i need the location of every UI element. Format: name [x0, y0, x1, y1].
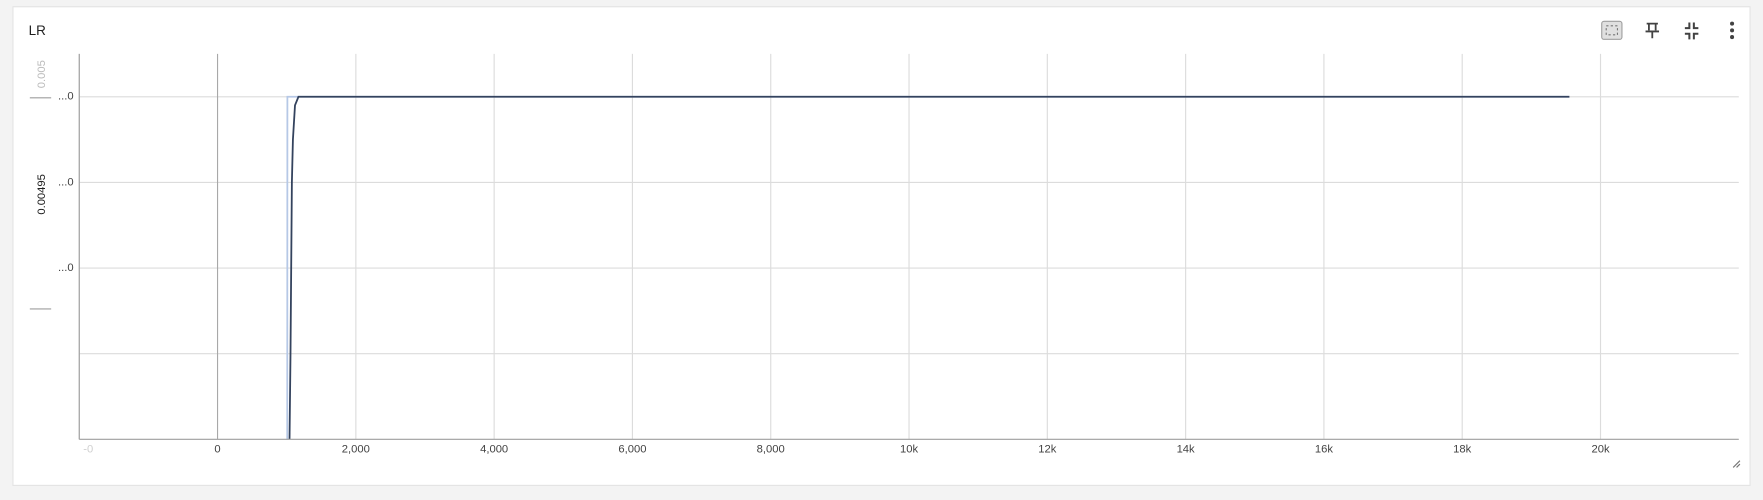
- annotation: 0.005: [36, 60, 48, 88]
- y-tick-label: ...0: [58, 176, 74, 188]
- toolbar: [1601, 20, 1735, 40]
- x-tick-label: 10k: [900, 443, 918, 455]
- x-tick-label: 8,000: [757, 443, 785, 455]
- x-tick-label: 2,000: [342, 443, 370, 455]
- resize-handle[interactable]: [1732, 460, 1741, 468]
- x-tick-label: 20k: [1591, 443, 1609, 455]
- series-line: [288, 95, 1570, 440]
- pin-button[interactable]: [1645, 22, 1660, 39]
- collapse-button[interactable]: [1684, 22, 1699, 40]
- x-tick-label: 12k: [1038, 443, 1056, 455]
- y-tick-label: ...0: [58, 91, 74, 103]
- x-tick-label: 4,000: [480, 443, 508, 455]
- fit-domain-button[interactable]: [1601, 20, 1623, 40]
- chart-title: LR: [29, 23, 46, 38]
- card: [12, 6, 1751, 486]
- more-button[interactable]: [1730, 21, 1735, 40]
- x-tick-label: 6,000: [618, 443, 646, 455]
- y-tick-label: ...0: [58, 262, 74, 274]
- annotation: 0.00495: [36, 174, 48, 215]
- x-tick-label: 16k: [1315, 443, 1333, 455]
- x-tick-label: -0: [83, 443, 93, 455]
- x-tick-label: 0: [214, 443, 220, 455]
- plot-lines: [286, 95, 1570, 440]
- x-tick-label: 14k: [1177, 443, 1195, 455]
- x-tick-label: 18k: [1453, 443, 1471, 455]
